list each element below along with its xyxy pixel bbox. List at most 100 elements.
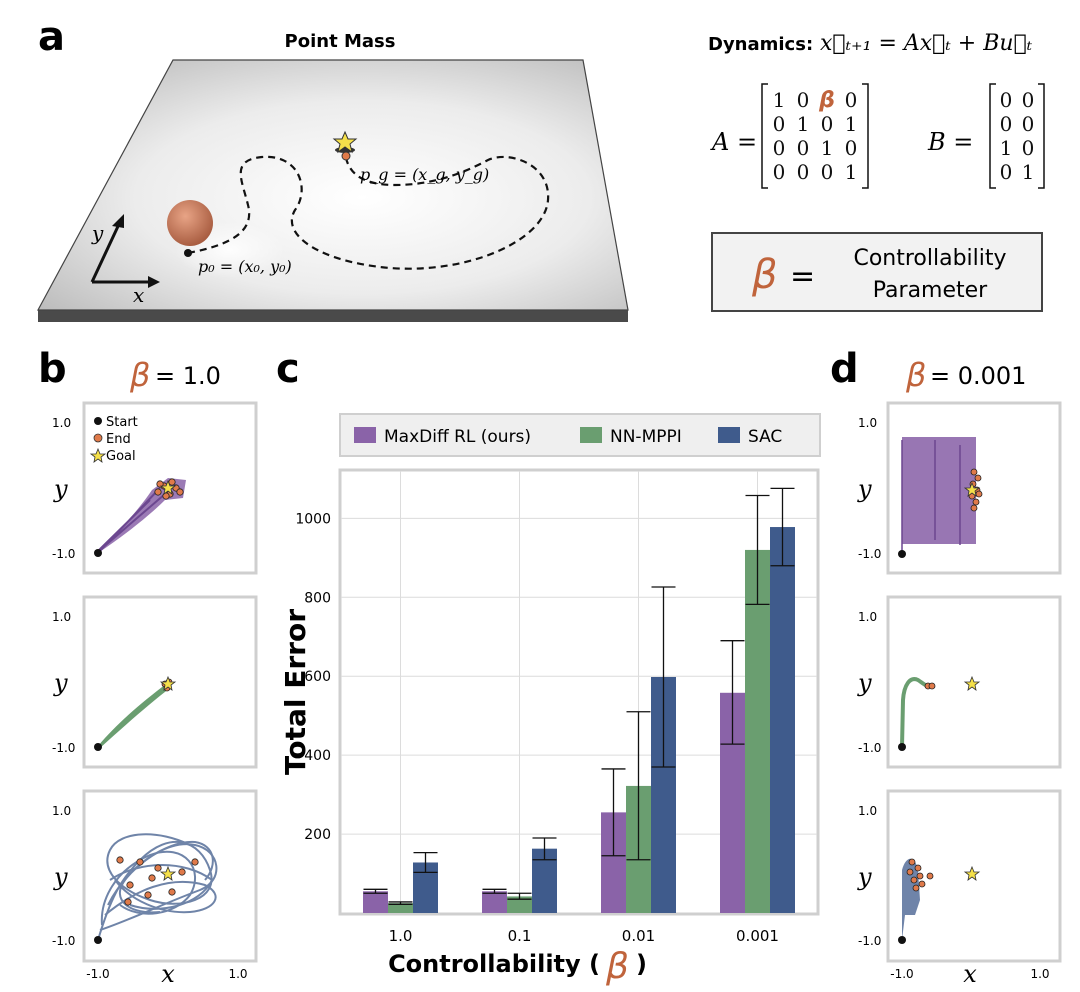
panel-b-beta-eq: = 1.0: [155, 362, 221, 390]
plane-axes: y x: [90, 214, 160, 307]
c-legend-maxdiff: MaxDiff RL (ours): [384, 427, 531, 447]
d-maxdiff-trajectories: [902, 437, 976, 544]
matrix-a-cell: 1: [821, 136, 834, 160]
panel-a: a Point Mass p₀ = (x₀, y₀) p_g = (x_g, y…: [36, 14, 1045, 322]
c-ticks: 200 400 600 800 1000 1.0 0.1 0.01 0.001: [295, 511, 779, 945]
panel-b: b β = 1.0 Start End Goal 1.0 -1.0 y: [38, 346, 258, 988]
plane-axis-x: x: [133, 283, 144, 307]
c-legend-swatch-sac: [718, 427, 740, 443]
b2-ylabel: y: [53, 669, 68, 697]
matrix-a-cell: 0: [821, 160, 834, 184]
plane-axis-y: y: [91, 221, 104, 245]
b3-goal-star-icon: [159, 865, 177, 881]
panel-d-beta: β: [905, 356, 926, 394]
c-bars: [363, 487, 795, 913]
matrix-b-cell: 0: [1022, 88, 1035, 112]
c-ytick-label: 800: [304, 590, 331, 606]
c-legend-swatch-nnmppi: [580, 427, 602, 443]
d2-start-dot: [898, 743, 906, 751]
panel-a-title: Point Mass: [285, 31, 396, 52]
c-legend-sac: SAC: [748, 427, 782, 447]
panel-d-letter: d: [830, 346, 859, 392]
box-line-2: Parameter: [873, 278, 988, 303]
plane-edge: [38, 310, 628, 322]
c-legend-nnmppi: NN-MPPI: [610, 427, 682, 447]
d1-ytick-bottom: -1.0: [858, 547, 881, 561]
b2-goal-star-icon: [159, 675, 177, 691]
matrix-a-cell: 1: [773, 88, 786, 112]
b-sac-trajectories: [97, 833, 218, 941]
d-xlabel: x: [963, 960, 977, 988]
matrix-a-bracket-right: [862, 83, 869, 189]
d3-start-dot: [898, 936, 906, 944]
dynamics-label: Dynamics:: [708, 34, 813, 55]
b-legend-start: Start: [106, 415, 138, 430]
matrix-b-cell: 0: [1000, 160, 1013, 184]
c-xlabel-beta: β: [605, 946, 629, 987]
matrix-a-cell: 0: [773, 112, 786, 136]
panel-c-letter: c: [276, 346, 300, 392]
b3-ylabel: y: [53, 863, 68, 891]
matrix-b-cell: 0: [1022, 112, 1035, 136]
matrix-b-cell: 0: [1000, 88, 1013, 112]
matrix-a-cell: β: [818, 88, 835, 113]
b3-ytick-top: 1.0: [52, 804, 71, 818]
b2-ytick-top: 1.0: [52, 610, 71, 624]
b-legend: Start End Goal: [89, 415, 138, 464]
box-equals: =: [790, 259, 815, 294]
d2-ytick-top: 1.0: [858, 610, 877, 624]
matrix-b-cell: 1: [1022, 160, 1035, 184]
c-bar-maxdiff-rl-ours-: [363, 891, 388, 913]
b-goal-star-icon: [159, 479, 177, 495]
b-xtick-left: -1.0: [86, 967, 109, 981]
matrix-a-cell: 0: [797, 88, 810, 112]
start-label: p₀ = (x₀, y₀): [198, 257, 292, 276]
c-bar-nn-mppi: [507, 896, 532, 913]
c-ytick-label: 200: [304, 827, 331, 843]
c-ylabel: Total Error: [279, 609, 312, 775]
b2-ytick-bottom: -1.0: [52, 741, 75, 755]
c-xtick-label: 0.1: [508, 927, 532, 945]
panel-d: d β = 0.001 1.0 -1.0 y 1.0 -1.0 y: [830, 346, 1062, 988]
panel-c: c MaxDiff RL (ours) NN-MPPI SAC 200 400 60…: [276, 346, 821, 987]
b-legend-goal: Goal: [106, 449, 136, 464]
dynamics-equation: x⃗ₜ₊₁ = Ax⃗ₜ + Bu⃗ₜ: [820, 31, 1033, 56]
panel-b-beta: β: [129, 356, 150, 394]
c-bar-sac: [770, 527, 795, 913]
b-xlabel: x: [161, 960, 175, 988]
b1-ytick-top: 1.0: [52, 416, 71, 430]
matrix-b-cell: 0: [1022, 136, 1035, 160]
d2-goal-star-icon: [963, 675, 981, 691]
panel-a-letter: a: [38, 14, 65, 60]
matrix-a-cell: 0: [797, 160, 810, 184]
b3-start-dot: [94, 936, 102, 944]
d1-start-dot: [898, 550, 906, 558]
matrix-b-bracket-left: [989, 83, 996, 189]
d3-ytick-top: 1.0: [858, 804, 877, 818]
matrix-a-cell: 1: [797, 112, 810, 136]
c-ytick-label: 400: [304, 748, 331, 764]
matrix-b-cell: 1: [1000, 136, 1013, 160]
d1-ylabel: y: [857, 475, 872, 503]
matrix-a-cell: 0: [845, 88, 858, 112]
c-xlabel-close: ): [636, 950, 647, 978]
matrix-a-bracket-left: [761, 83, 768, 189]
b-legend-end: End: [106, 432, 131, 447]
matrix-a-cell: 0: [773, 160, 786, 184]
goal-star-icon: [332, 130, 358, 154]
b3-ytick-bottom: -1.0: [52, 934, 75, 948]
d2-ytick-bottom: -1.0: [858, 741, 881, 755]
c-xtick-label: 0.01: [622, 927, 655, 945]
b-xtick-right: 1.0: [228, 967, 247, 981]
matrix-a-cell: 1: [845, 160, 858, 184]
b-sac-ends: [116, 856, 199, 906]
d-sac-ends: [906, 858, 934, 892]
b2-start-dot: [94, 743, 102, 751]
d-xtick-left: -1.0: [890, 967, 913, 981]
matrix-a-cell: 0: [773, 136, 786, 160]
c-ytick-label: 600: [304, 669, 331, 685]
c-bar-nn-mppi: [388, 903, 413, 913]
panel-d-beta-eq: = 0.001: [930, 362, 1026, 390]
matrix-a-cell: 0: [845, 136, 858, 160]
